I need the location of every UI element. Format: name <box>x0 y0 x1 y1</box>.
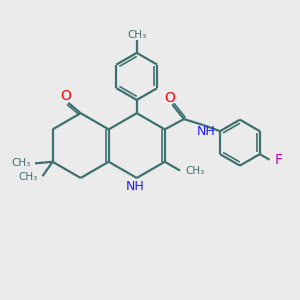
Text: NH: NH <box>126 180 145 193</box>
Text: F: F <box>275 153 283 167</box>
Text: O: O <box>164 91 175 105</box>
Text: CH₃: CH₃ <box>11 158 31 168</box>
Text: CH₃: CH₃ <box>127 30 146 40</box>
Text: CH₃: CH₃ <box>19 172 38 182</box>
Text: NH: NH <box>197 125 216 138</box>
Text: CH₃: CH₃ <box>185 166 205 176</box>
Text: O: O <box>61 89 71 103</box>
